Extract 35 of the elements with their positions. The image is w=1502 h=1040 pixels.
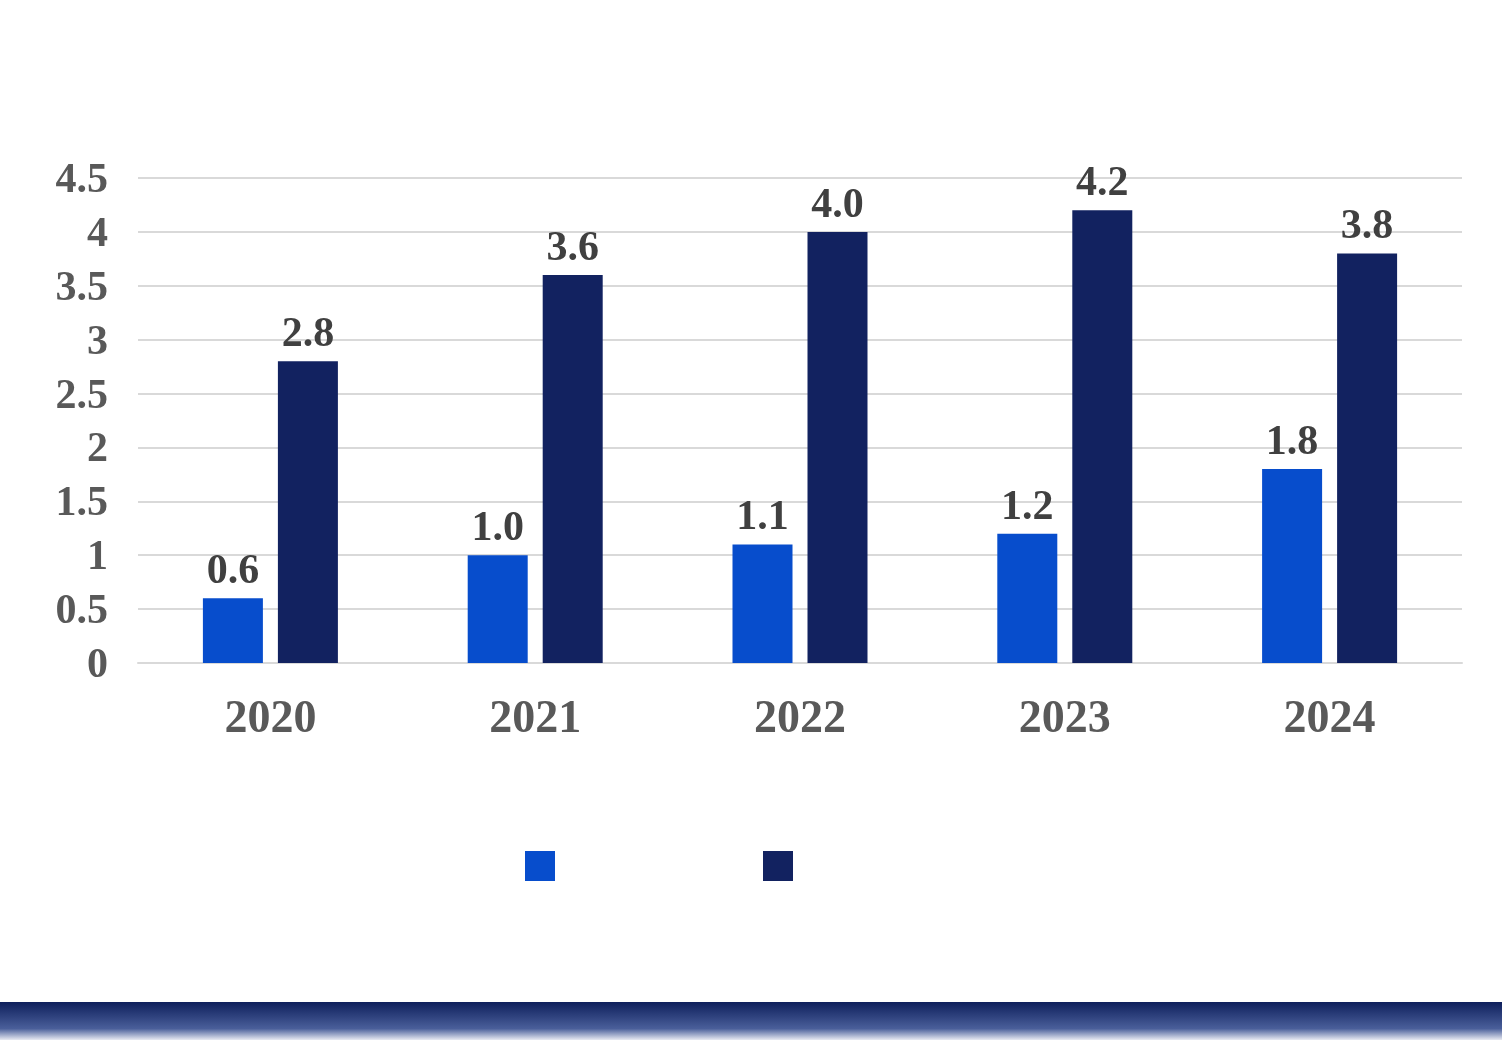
- y-tick-label: 3: [87, 316, 108, 363]
- x-tick-label: 2022: [754, 690, 846, 742]
- bar: [807, 231, 868, 663]
- x-tick-label: 2020: [224, 690, 317, 742]
- y-tick-label: 0: [87, 640, 108, 686]
- y-tick-label: 2: [87, 424, 108, 471]
- data-label: 1.1: [736, 492, 789, 539]
- bar: [1072, 210, 1133, 663]
- bar: [1337, 253, 1398, 663]
- bar: [277, 361, 338, 663]
- y-tick-label: 4.5: [55, 155, 108, 201]
- bar: [997, 533, 1058, 663]
- bar: [202, 598, 263, 663]
- y-tick-label: 1: [87, 532, 108, 579]
- bar: [732, 544, 793, 663]
- data-label: 3.8: [1340, 201, 1394, 248]
- y-tick-label: 3.5: [55, 262, 108, 309]
- data-label: 1.2: [1001, 481, 1054, 528]
- data-label: 0.6: [206, 546, 260, 593]
- y-tick-label: 4: [87, 208, 108, 255]
- bar: [1262, 469, 1323, 663]
- data-label: 1.8: [1265, 417, 1319, 463]
- bar: [467, 555, 528, 663]
- y-tick-label: 1.5: [55, 478, 108, 525]
- bar: [542, 275, 603, 663]
- x-tick-label: 2023: [1018, 690, 1111, 742]
- x-tick-label: 2021: [489, 690, 582, 742]
- data-label: 2.8: [281, 309, 335, 356]
- y-tick-label: 0.5: [55, 586, 108, 633]
- data-label: 4.2: [1076, 158, 1129, 205]
- data-label: 3.6: [546, 223, 599, 269]
- x-tick-label: 2024: [1283, 690, 1376, 742]
- y-tick-label: 2.5: [55, 370, 108, 417]
- data-label: 4.0: [811, 179, 864, 226]
- data-label: 1.0: [471, 503, 524, 550]
